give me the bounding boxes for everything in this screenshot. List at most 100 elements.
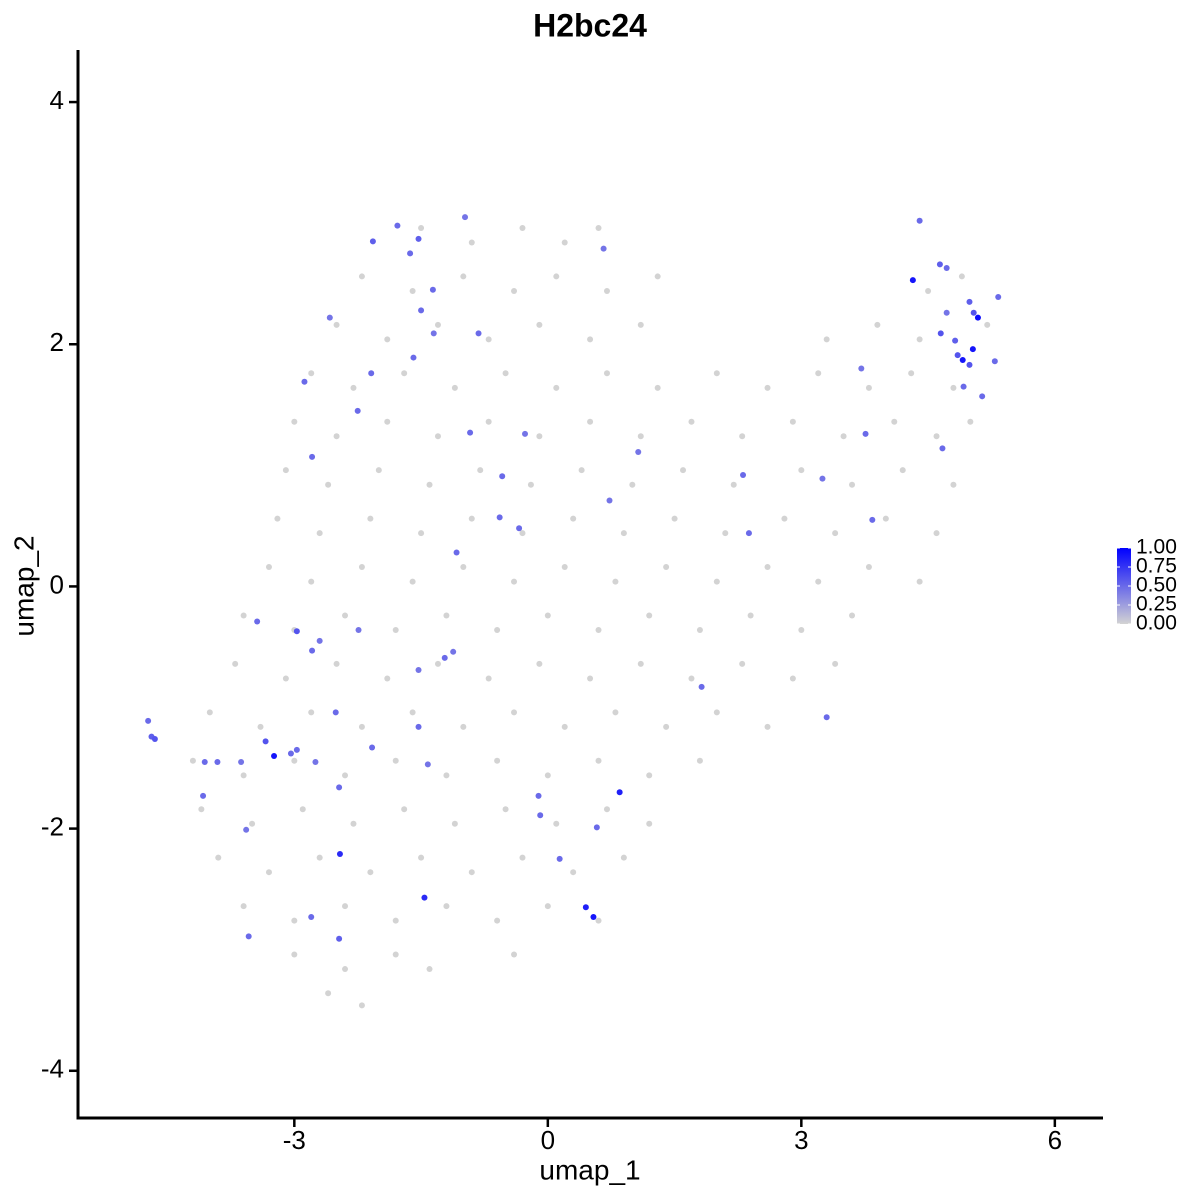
point	[429, 286, 436, 293]
point	[874, 321, 881, 328]
point	[595, 757, 602, 764]
point	[145, 717, 152, 724]
point	[536, 433, 543, 440]
point	[663, 564, 670, 571]
point	[815, 578, 822, 585]
point	[291, 951, 298, 958]
point	[451, 384, 458, 391]
point	[418, 854, 425, 861]
point	[654, 384, 661, 391]
point	[342, 612, 349, 619]
point	[943, 309, 950, 316]
point	[620, 530, 627, 537]
point	[556, 855, 563, 862]
point	[916, 217, 923, 224]
point	[620, 854, 627, 861]
point	[424, 761, 431, 768]
point	[308, 578, 315, 585]
point	[516, 525, 523, 532]
point	[409, 287, 416, 294]
point	[722, 530, 729, 537]
point	[392, 757, 399, 764]
point	[646, 820, 653, 827]
point	[798, 627, 805, 634]
point	[291, 418, 298, 425]
point	[561, 723, 568, 730]
y-tick-label: -2	[41, 811, 64, 841]
point	[415, 235, 422, 242]
y-tick-label: 2	[50, 327, 64, 357]
point	[358, 564, 365, 571]
point	[291, 757, 298, 764]
x-axis-label: umap_1	[539, 1154, 640, 1185]
point	[869, 516, 876, 523]
point	[544, 903, 551, 910]
point	[970, 309, 977, 316]
point	[616, 789, 623, 796]
point	[747, 612, 754, 619]
point	[421, 894, 428, 901]
point	[308, 913, 315, 920]
point	[384, 336, 391, 343]
point	[713, 370, 720, 377]
point	[325, 481, 332, 488]
point	[635, 449, 642, 456]
point	[832, 660, 839, 667]
point	[570, 515, 577, 522]
y-tick-label: 0	[50, 569, 64, 599]
point	[392, 627, 399, 634]
point	[519, 530, 526, 537]
point	[862, 430, 869, 437]
point	[369, 744, 376, 751]
point	[789, 418, 796, 425]
point	[333, 660, 340, 667]
point	[443, 772, 450, 779]
point	[342, 903, 349, 910]
point	[333, 433, 340, 440]
point	[590, 913, 597, 920]
point	[189, 757, 196, 764]
point	[468, 515, 475, 522]
point	[958, 273, 965, 280]
point	[582, 904, 589, 911]
point	[764, 384, 771, 391]
point	[460, 723, 467, 730]
point	[950, 481, 957, 488]
point	[840, 433, 847, 440]
point	[460, 273, 467, 280]
point	[713, 709, 720, 716]
point	[654, 273, 661, 280]
point	[368, 370, 375, 377]
point	[849, 612, 856, 619]
point	[984, 321, 991, 328]
point	[287, 750, 294, 757]
colorbar-tick-label: 1.00	[1136, 536, 1177, 559]
point	[214, 759, 221, 765]
point	[595, 917, 602, 924]
point	[369, 238, 376, 245]
point	[333, 321, 340, 328]
point	[384, 418, 391, 425]
point	[663, 723, 670, 730]
point	[553, 384, 560, 391]
point	[646, 612, 653, 619]
point	[350, 384, 357, 391]
point	[468, 239, 475, 246]
point	[936, 261, 943, 268]
point	[629, 481, 636, 488]
point	[740, 472, 747, 479]
point	[908, 370, 915, 377]
point	[316, 637, 323, 644]
point	[355, 627, 362, 634]
point	[587, 675, 594, 682]
point	[865, 564, 872, 571]
point	[593, 824, 600, 831]
point	[407, 250, 414, 257]
point	[354, 407, 361, 414]
point	[316, 854, 323, 861]
point	[511, 287, 518, 294]
colorbar	[1117, 548, 1131, 624]
point	[215, 854, 222, 861]
point	[282, 467, 289, 474]
